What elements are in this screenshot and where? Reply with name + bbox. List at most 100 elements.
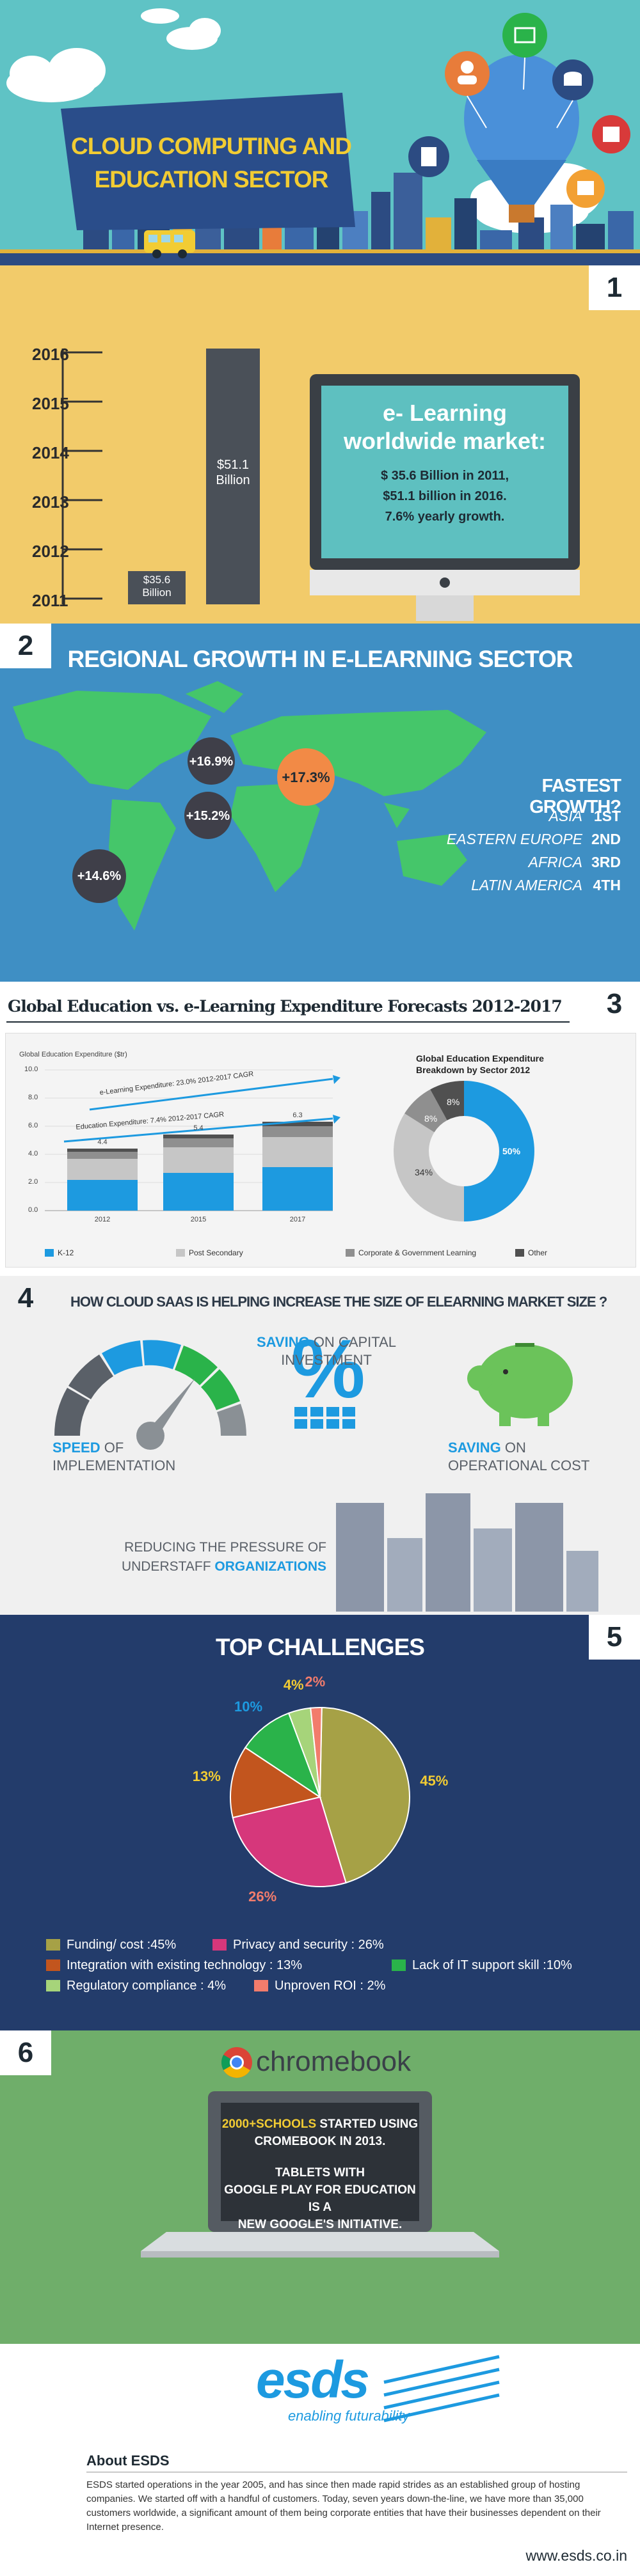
hot-air-balloon-icon — [464, 54, 579, 223]
calendar-icon — [603, 127, 620, 142]
ranking-row: LATIN AMERICA 4TH — [471, 876, 621, 893]
x-tick: 2017 — [289, 1216, 306, 1223]
legend-label: Other — [528, 1248, 548, 1257]
ranking-row: ASIA 1ST — [548, 807, 621, 824]
bar-2016 — [206, 349, 260, 604]
donut-label: 50% — [502, 1146, 521, 1156]
legend-swatch — [392, 1959, 406, 1971]
donut-label: 34% — [415, 1167, 433, 1177]
monitor-title: e- Learning — [382, 400, 508, 426]
title-line-1: CLOUD COMPUTING AND — [71, 133, 352, 159]
pie-slice — [319, 1707, 410, 1884]
saas-illustration — [54, 1340, 598, 1612]
section-title: TOP CHALLENGES — [216, 1634, 425, 1660]
ranking-row: EASTERN EUROPE 2ND — [446, 830, 621, 847]
year-label: 2016 — [32, 345, 69, 364]
bubble-label: +15.2% — [186, 809, 230, 823]
donut-title: Global Education Expenditure — [416, 1053, 544, 1064]
year-label: 2011 — [32, 591, 68, 610]
pie-slice-label: 45% — [420, 1773, 449, 1789]
legend-swatch — [346, 1249, 355, 1257]
y-tick: 10.0 — [24, 1065, 38, 1073]
donut-label: 8% — [447, 1097, 460, 1107]
legend-swatch — [46, 1980, 60, 1991]
y-tick: 4.0 — [28, 1150, 38, 1158]
growth-bubble — [188, 737, 235, 785]
education-arrow — [63, 1117, 333, 1143]
y-tick: 8.0 — [28, 1094, 38, 1101]
pie-slice-label: 13% — [192, 1768, 221, 1785]
section-title: Global Education vs. e-Learning Expendit… — [8, 997, 563, 1016]
esds-tagline: enabling futurability — [288, 2408, 410, 2424]
year-label: 2015 — [32, 394, 69, 413]
year-label: 2014 — [32, 443, 69, 462]
pie-slice — [230, 1747, 322, 1819]
x-tick: 2015 — [190, 1216, 207, 1223]
legend-swatch — [254, 1980, 268, 1991]
title-banner — [61, 93, 355, 230]
percent-coins-icon — [294, 1407, 355, 1429]
donut-title: Breakdown by Sector 2012 — [416, 1065, 531, 1075]
reducing-label: REDUCING THE PRESSURE OF UNDERSTAFF ORGA… — [121, 1540, 326, 1574]
monitor-subtitle: worldwide market: — [343, 428, 547, 454]
expenditure-chart — [45, 1069, 534, 1257]
section-number: 3 — [589, 982, 640, 1026]
certificate-icon — [577, 181, 594, 195]
about-text: ESDS started operations in the year 2005… — [86, 2479, 601, 2533]
section-number: 2 — [0, 624, 51, 668]
bar-2015 — [163, 1135, 234, 1211]
esds-logo: esds — [256, 2351, 370, 2409]
bar-top-label: 4.4 — [97, 1138, 108, 1146]
section-title: REGIONAL GROWTH IN E-LEARNING SECTOR — [67, 646, 573, 672]
section-number: 6 — [0, 2030, 51, 2075]
y-tick: 0.0 — [28, 1206, 38, 1214]
legend-item: Regulatory compliance : 4% — [46, 1979, 254, 1993]
chromebook-logo-text: chromebook — [256, 2046, 412, 2077]
operational-label: SAVING ON OPERATIONAL COST — [448, 1440, 590, 1473]
y-axis-label: Global Education Expenditure ($tr) — [19, 1051, 127, 1058]
sector-donut-chart — [394, 1081, 534, 1221]
section-number: 4 — [0, 1276, 51, 1321]
pie-slice-label: 2% — [305, 1674, 326, 1690]
chromebook-illustration — [141, 2047, 499, 2258]
challenges-legend: Funding/ cost :45% Privacy and security … — [46, 1935, 609, 1996]
section-1-market: 1 2016 2015 2014 2013 2012 2011 $35.6 Bi… — [0, 265, 640, 624]
chrome-logo-icon — [221, 2047, 252, 2078]
bar-2012 — [67, 1149, 138, 1211]
bar-2017 — [262, 1122, 333, 1211]
elearning-arrow — [89, 1078, 333, 1111]
percent-symbol-icon: % — [291, 1322, 365, 1415]
legend-item: Funding/ cost :45% — [46, 1938, 212, 1952]
fastest-growth-title: FASTEST GROWTH? — [529, 776, 621, 817]
world-map — [13, 681, 486, 931]
pie-slice — [244, 1712, 322, 1799]
market-bar-chart — [61, 349, 580, 621]
growth-bubble — [72, 849, 126, 903]
section-4-saas: 4 HOW CLOUD SAAS IS HELPING INCREASE THE… — [0, 1276, 640, 1615]
legend-label: Post Secondary — [189, 1248, 243, 1257]
bar-2011 — [128, 571, 186, 604]
header-illustration — [0, 8, 640, 265]
pie-slice — [232, 1796, 347, 1887]
speed-label: SPEED OF IMPLEMENTATION — [52, 1440, 176, 1473]
legend-swatch — [212, 1939, 227, 1951]
user-icon — [461, 61, 474, 74]
footer-url[interactable]: www.esds.co.in — [525, 2547, 627, 2564]
monitor-line: $ 35.6 Billion in 2011, — [380, 469, 509, 483]
buildings-icon — [336, 1493, 598, 1612]
ranking-list: ASIA 1ST EASTERN EUROPE 2ND AFRICA 3RD L… — [416, 805, 621, 897]
piggy-bank-icon — [467, 1343, 573, 1426]
year-label: 2012 — [32, 542, 69, 561]
legend-item: Unproven ROI : 2% — [254, 1979, 385, 1993]
legend-swatch — [46, 1939, 60, 1951]
speedometer-icon — [54, 1340, 246, 1450]
bubble-label: +14.6% — [77, 869, 122, 883]
legend-swatch — [45, 1249, 54, 1257]
section-3-expenditure: 3 Global Education vs. e-Learning Expend… — [0, 982, 640, 1276]
year-label: 2013 — [32, 492, 69, 512]
legend-label: Corporate & Government Learning — [358, 1248, 477, 1257]
chromebook-screen-text: 2000+SCHOOLS STARTED USING CROMEBOOK IN … — [221, 2117, 419, 2231]
section-title: HOW CLOUD SAAS IS HELPING INCREASE THE S… — [70, 1294, 607, 1310]
pie-slice-label: 4% — [283, 1676, 304, 1693]
section-2-regional: 2 REGIONAL GROWTH IN E-LEARNING SECTOR +… — [0, 624, 640, 982]
